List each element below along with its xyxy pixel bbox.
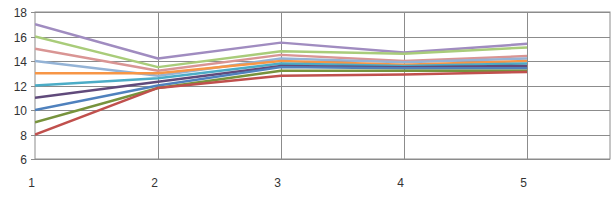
series-group [35,24,527,134]
plot-frame [35,12,610,159]
series-line [35,71,527,122]
y-tick [31,12,35,13]
y-tick [31,61,35,62]
y-tick-label: 12 [14,80,28,94]
x-tick-label: 5 [520,176,527,190]
y-tick-label: 10 [14,104,28,118]
series-line [35,24,527,58]
grid-line [35,135,610,136]
x-tick-label: 2 [151,176,158,190]
y-tick [31,110,35,111]
y-tick-label: 14 [14,55,28,69]
chart: 68101214161812345 [0,0,612,212]
y-tick-label: 18 [14,6,28,20]
y-tick [31,159,35,160]
grid-line [35,159,610,160]
grid-line [35,110,610,111]
y-tick [31,135,35,136]
y-tick [31,86,35,87]
grid-line-x [404,12,405,159]
y-tick-label: 6 [20,153,27,167]
y-tick [31,37,35,38]
x-tick-label: 3 [274,176,281,190]
y-tick-label: 16 [14,31,28,45]
grid-line [35,12,610,13]
series-line [35,72,527,134]
grid-line [35,37,610,38]
grid-line-x [281,12,282,159]
x-tick-label: 1 [28,176,35,190]
y-tick-label: 8 [20,129,27,143]
grid-line-x [527,12,528,159]
x-tick-label: 4 [397,176,404,190]
